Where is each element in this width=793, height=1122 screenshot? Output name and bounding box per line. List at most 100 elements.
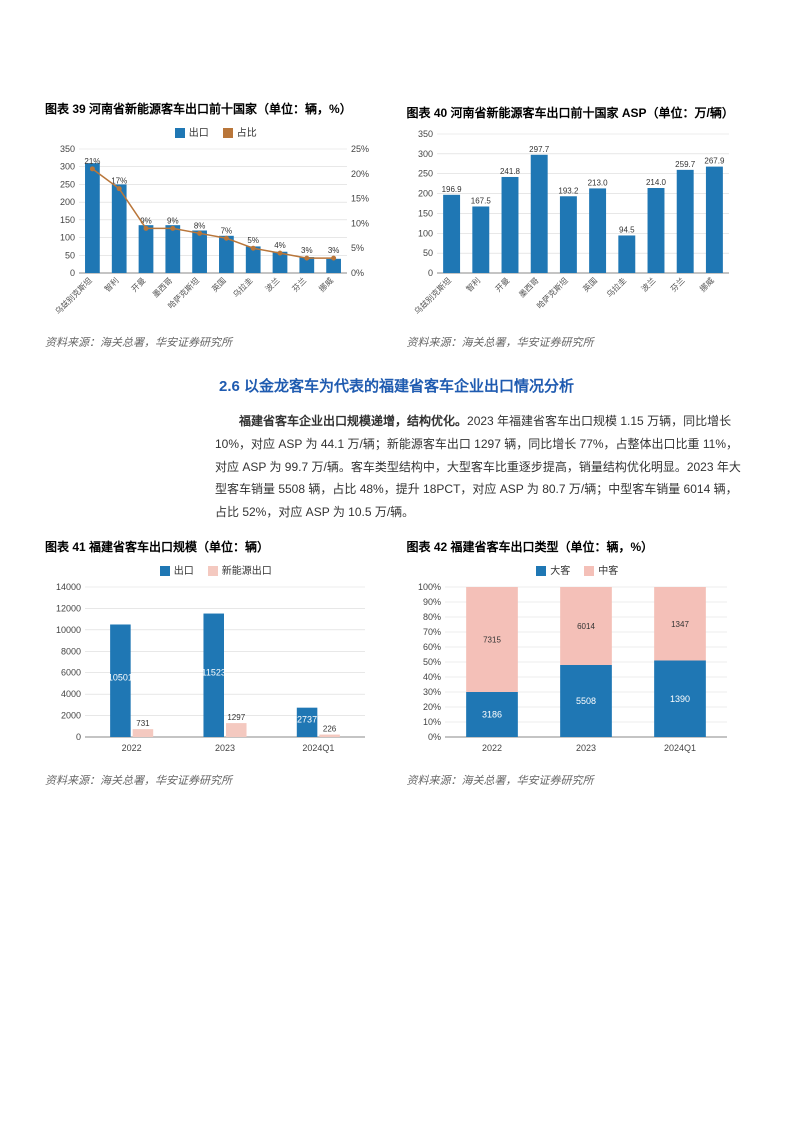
- legend-swatch-export: [160, 566, 170, 576]
- svg-text:智利: 智利: [102, 275, 120, 293]
- svg-text:2023: 2023: [215, 743, 235, 753]
- svg-text:50%: 50%: [422, 657, 440, 667]
- svg-text:300: 300: [60, 162, 75, 172]
- svg-text:100: 100: [417, 228, 432, 238]
- chart-41-legend: 出口 新能源出口: [45, 562, 387, 577]
- svg-text:智利: 智利: [463, 275, 481, 293]
- svg-text:4%: 4%: [274, 241, 286, 250]
- svg-text:1297: 1297: [227, 713, 245, 722]
- svg-text:150: 150: [417, 208, 432, 218]
- svg-text:259.7: 259.7: [675, 160, 696, 169]
- svg-text:12000: 12000: [56, 603, 81, 613]
- svg-text:2024Q1: 2024Q1: [663, 743, 695, 753]
- svg-text:3%: 3%: [328, 246, 340, 255]
- svg-text:2737: 2737: [297, 714, 317, 724]
- svg-text:267.9: 267.9: [704, 157, 725, 166]
- svg-text:350: 350: [417, 129, 432, 139]
- svg-text:芬兰: 芬兰: [290, 275, 308, 293]
- svg-text:0: 0: [70, 268, 75, 278]
- svg-text:5%: 5%: [247, 236, 259, 245]
- legend-swatch-export: [175, 128, 185, 138]
- svg-text:3186: 3186: [481, 709, 501, 719]
- svg-text:10000: 10000: [56, 625, 81, 635]
- svg-text:196.9: 196.9: [441, 185, 462, 194]
- chart-41-svg: 0200040006000800010000120001400010501731…: [45, 581, 375, 761]
- svg-text:芬兰: 芬兰: [668, 275, 686, 293]
- svg-text:70%: 70%: [422, 627, 440, 637]
- svg-text:10%: 10%: [351, 218, 369, 228]
- svg-text:297.7: 297.7: [529, 145, 550, 154]
- chart-42-svg: 0%10%20%30%40%50%60%70%80%90%100%3186731…: [407, 581, 737, 761]
- svg-text:1390: 1390: [669, 694, 689, 704]
- svg-text:波兰: 波兰: [263, 275, 281, 293]
- svg-text:开曼: 开曼: [493, 276, 511, 294]
- section-title: 2.6 以金龙客车为代表的福建省客车企业出口情况分析: [45, 375, 748, 396]
- svg-text:4000: 4000: [61, 689, 81, 699]
- svg-text:20%: 20%: [351, 169, 369, 179]
- paragraph-lead: 福建省客车企业出口规模递增，结构优化。: [239, 414, 467, 428]
- svg-text:60%: 60%: [422, 642, 440, 652]
- svg-text:350: 350: [60, 144, 75, 154]
- svg-text:墨西哥: 墨西哥: [517, 276, 540, 299]
- chart-41-container: 图表 41 福建省客车出口规模（单位：辆） 出口 新能源出口 020004000…: [45, 538, 387, 788]
- chart-39-svg: 0501001502002503003500%5%10%15%20%25%乌兹别…: [45, 143, 375, 323]
- svg-text:94.5: 94.5: [619, 225, 635, 234]
- svg-text:14000: 14000: [56, 582, 81, 592]
- svg-text:10%: 10%: [422, 717, 440, 727]
- svg-text:英国: 英国: [580, 275, 598, 293]
- svg-text:214.0: 214.0: [645, 178, 666, 187]
- svg-text:0%: 0%: [351, 268, 364, 278]
- svg-text:乌兹别克斯坦: 乌兹别克斯坦: [412, 275, 453, 316]
- svg-text:乌兹别克斯坦: 乌兹别克斯坦: [53, 275, 94, 316]
- svg-text:20%: 20%: [422, 702, 440, 712]
- svg-text:0%: 0%: [427, 732, 440, 742]
- chart-42-title: 图表 42 福建省客车出口类型（单位：辆，%）: [407, 538, 749, 556]
- svg-text:0: 0: [76, 732, 81, 742]
- svg-text:50: 50: [65, 250, 75, 260]
- paragraph-body: 2023 年福建省客车出口规模 1.15 万辆，同比增长 10%，对应 ASP …: [215, 414, 741, 519]
- svg-text:100: 100: [60, 233, 75, 243]
- svg-text:2024Q1: 2024Q1: [302, 743, 334, 753]
- chart-40-source: 资料来源：海关总署，华安证券研究所: [407, 334, 749, 350]
- body-paragraph: 福建省客车企业出口规模递增，结构优化。2023 年福建省客车出口规模 1.15 …: [215, 410, 748, 524]
- svg-text:40%: 40%: [422, 672, 440, 682]
- svg-text:11523: 11523: [202, 667, 226, 677]
- legend-swatch-share: [223, 128, 233, 138]
- svg-text:2023: 2023: [575, 743, 595, 753]
- chart-40-svg: 050100150200250300350196.9乌兹别克斯坦167.5智利2…: [407, 128, 737, 323]
- chart-42-legend: 大客 中客: [407, 562, 749, 577]
- svg-text:241.8: 241.8: [499, 167, 520, 176]
- svg-text:2022: 2022: [481, 743, 501, 753]
- svg-text:50: 50: [422, 248, 432, 258]
- svg-text:7315: 7315: [483, 635, 501, 644]
- svg-text:200: 200: [417, 189, 432, 199]
- svg-text:6000: 6000: [61, 668, 81, 678]
- svg-text:乌拉圭: 乌拉圭: [604, 275, 628, 299]
- svg-text:哈萨克斯坦: 哈萨克斯坦: [534, 275, 569, 310]
- svg-text:150: 150: [60, 215, 75, 225]
- chart-41-title: 图表 41 福建省客车出口规模（单位：辆）: [45, 538, 387, 556]
- legend-swatch-nev: [208, 566, 218, 576]
- legend-swatch-large: [536, 566, 546, 576]
- svg-text:8000: 8000: [61, 646, 81, 656]
- svg-text:100%: 100%: [417, 582, 440, 592]
- svg-text:5508: 5508: [575, 696, 595, 706]
- svg-text:21%: 21%: [84, 157, 100, 166]
- svg-text:乌拉圭: 乌拉圭: [231, 275, 255, 299]
- svg-text:墨西哥: 墨西哥: [151, 276, 174, 299]
- svg-text:250: 250: [417, 169, 432, 179]
- chart-39-title: 图表 39 河南省新能源客车出口前十国家（单位：辆，%）: [45, 100, 387, 118]
- svg-text:3%: 3%: [301, 246, 313, 255]
- svg-text:80%: 80%: [422, 612, 440, 622]
- chart-40-title: 图表 40 河南省新能源客车出口前十国家 ASP（单位：万/辆）: [407, 104, 749, 122]
- svg-text:英国: 英国: [209, 275, 227, 293]
- svg-text:200: 200: [60, 197, 75, 207]
- svg-text:7%: 7%: [221, 226, 233, 235]
- svg-text:9%: 9%: [140, 216, 152, 225]
- svg-text:10501: 10501: [108, 673, 133, 683]
- chart-39-source: 资料来源：海关总署，华安证券研究所: [45, 334, 387, 350]
- svg-text:开曼: 开曼: [130, 276, 148, 294]
- svg-text:731: 731: [136, 719, 150, 728]
- svg-text:30%: 30%: [422, 687, 440, 697]
- svg-text:0: 0: [427, 268, 432, 278]
